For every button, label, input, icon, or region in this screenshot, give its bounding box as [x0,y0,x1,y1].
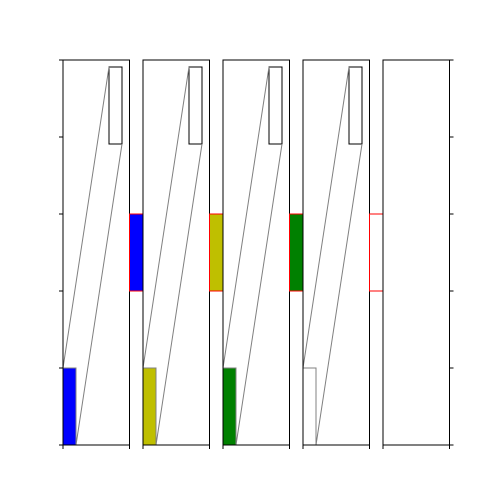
connector [75,143,123,446]
connector [222,66,270,369]
inset-box [108,66,123,145]
source-rect [62,367,77,446]
source-rect [142,367,157,446]
connector [62,66,110,369]
inset-box [268,66,283,145]
connector [235,143,283,446]
bridge-rect [369,213,384,292]
inset-box [188,66,203,145]
connector [155,143,203,446]
axes-frame [382,59,450,446]
bridge-rect [209,213,224,292]
inset-box [348,66,363,145]
connector [142,66,190,369]
bridge-rect [289,213,304,292]
connector [302,66,350,369]
source-rect [302,367,317,446]
bridge-rect [129,213,144,292]
connector [315,143,363,446]
source-rect [222,367,237,446]
